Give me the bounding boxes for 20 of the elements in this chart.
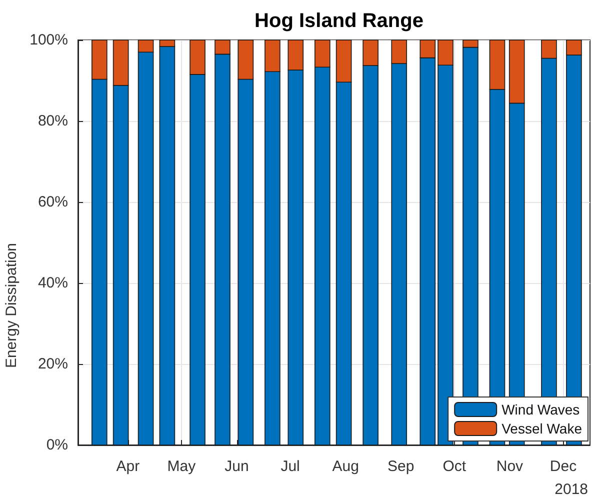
y-tick-label: 80% (38, 112, 68, 130)
y-axis-title: Energy Dissipation (3, 243, 20, 368)
x-tick-label: Oct (442, 458, 467, 475)
chart-title: Hog Island Range (254, 10, 424, 32)
text: 2018 (554, 481, 588, 498)
y-tick-label: 20% (38, 356, 68, 372)
y-tick-label: 100% (30, 32, 68, 48)
legend-label: Vessel Wake (502, 420, 582, 436)
x-tick-label: Sep (388, 458, 414, 475)
y-tick-label: 60% (38, 194, 68, 210)
y-tick-label: 40% (38, 274, 68, 292)
x-tick-label: Apr (116, 458, 140, 475)
x-tick-label: Dec (550, 458, 578, 475)
x-tick-label: May (167, 458, 196, 475)
x-tick-label: Nov (496, 458, 524, 475)
x-tick-label: Aug (332, 458, 359, 475)
x-tick-label: Jun (224, 458, 249, 475)
y-tick-label: 0% (46, 436, 68, 454)
legend-label: Wind Waves (502, 402, 580, 418)
x-tick-label: Jul (280, 458, 300, 475)
